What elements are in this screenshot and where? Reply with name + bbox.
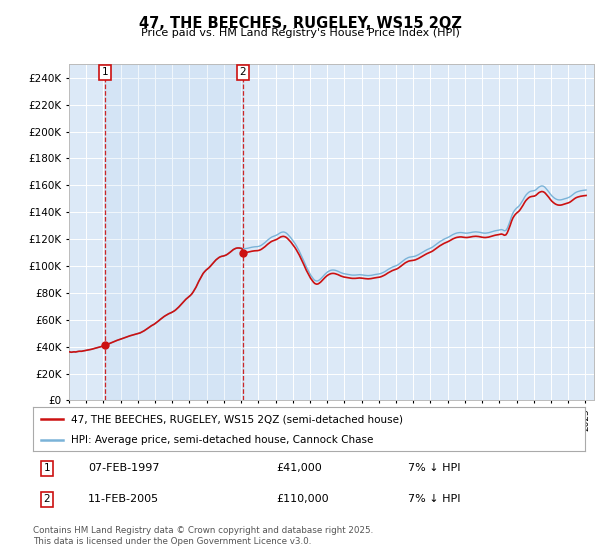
Text: 07-FEB-1997: 07-FEB-1997	[88, 463, 160, 473]
Text: Price paid vs. HM Land Registry's House Price Index (HPI): Price paid vs. HM Land Registry's House …	[140, 28, 460, 38]
Text: 11-FEB-2005: 11-FEB-2005	[88, 494, 160, 505]
Text: 7% ↓ HPI: 7% ↓ HPI	[409, 494, 461, 505]
Text: HPI: Average price, semi-detached house, Cannock Chase: HPI: Average price, semi-detached house,…	[71, 435, 373, 445]
Bar	[105, 64, 243, 400]
Text: 1: 1	[102, 67, 109, 77]
Text: 2: 2	[239, 67, 246, 77]
Text: 1: 1	[43, 463, 50, 473]
Text: 7% ↓ HPI: 7% ↓ HPI	[409, 463, 461, 473]
Text: Contains HM Land Registry data © Crown copyright and database right 2025.
This d: Contains HM Land Registry data © Crown c…	[33, 526, 373, 546]
Text: 47, THE BEECHES, RUGELEY, WS15 2QZ: 47, THE BEECHES, RUGELEY, WS15 2QZ	[139, 16, 461, 31]
Text: £41,000: £41,000	[276, 463, 322, 473]
Text: 2: 2	[43, 494, 50, 505]
Text: £110,000: £110,000	[276, 494, 329, 505]
Text: 47, THE BEECHES, RUGELEY, WS15 2QZ (semi-detached house): 47, THE BEECHES, RUGELEY, WS15 2QZ (semi…	[71, 414, 403, 424]
